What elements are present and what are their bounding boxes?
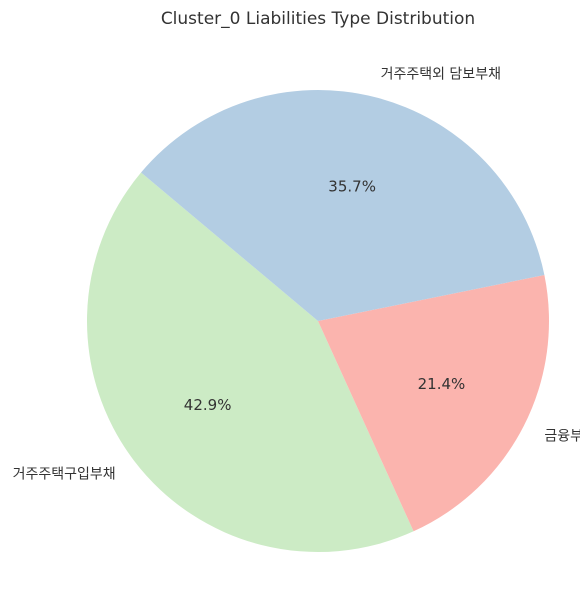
pie-labels: 42.9% 거주주택구입부채 21.4% 금융부채 35.7% 거주주택외 담보부채 bbox=[13, 67, 580, 483]
pie-slice-percent-label: 42.9% bbox=[184, 396, 232, 414]
pie-slice-percent-label: 35.7% bbox=[328, 178, 376, 196]
pie-slice-category-label: 거주주택구입부채 bbox=[13, 467, 116, 483]
pie-slice bbox=[87, 172, 414, 552]
pie-slice-category-label: 금융부채 bbox=[544, 429, 580, 445]
chart-title: Cluster_0 Liabilities Type Distribution bbox=[161, 9, 475, 29]
pie-slices bbox=[87, 89, 549, 552]
pie-slice bbox=[318, 275, 549, 532]
pie-slice-category-label: 거주주택외 담보부채 bbox=[381, 67, 501, 83]
pie-slice-percent-label: 21.4% bbox=[418, 375, 466, 393]
pie-slice bbox=[141, 89, 545, 321]
